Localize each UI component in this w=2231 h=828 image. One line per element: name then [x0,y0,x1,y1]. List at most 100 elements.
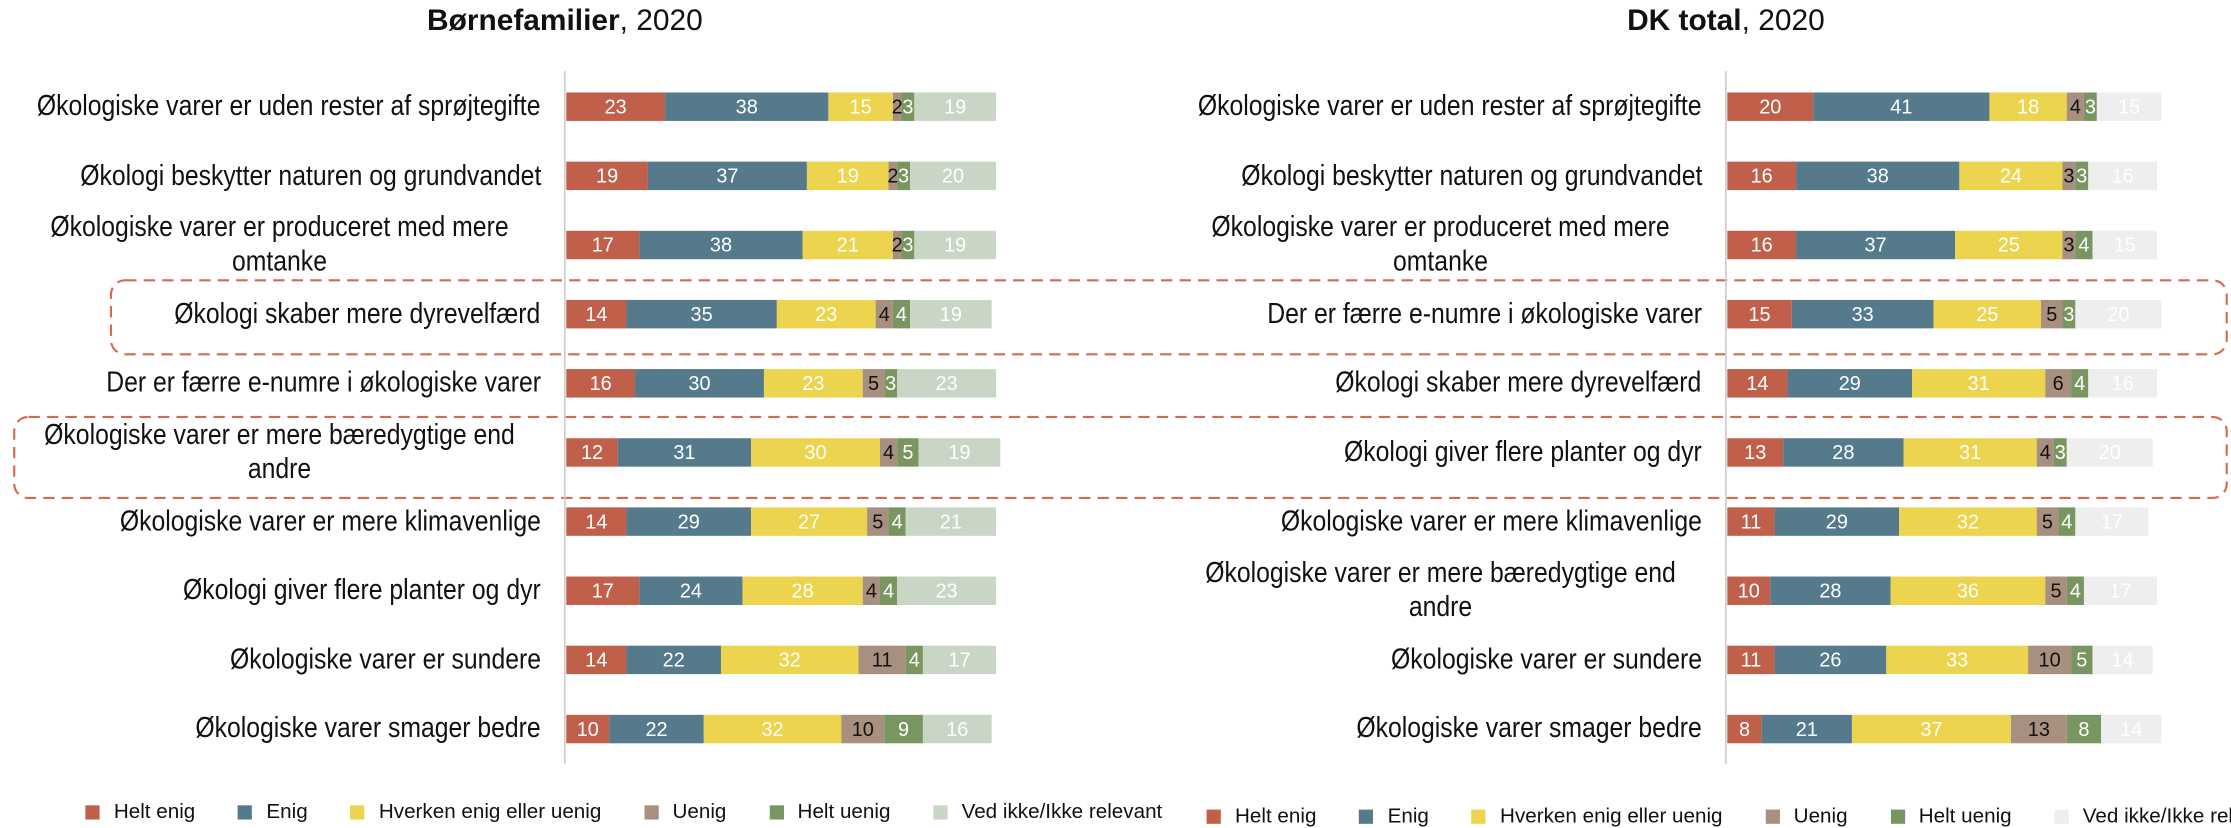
data-label: 33 [1852,304,1874,326]
data-label: 4 [866,580,877,602]
bar-segment [2096,92,2162,121]
legend-label: Ved ikke/Ikke relevant [2082,805,2231,828]
bar-segment [1989,92,2067,121]
bar-segment [884,369,898,398]
data-label: 31 [673,442,695,464]
data-label: 4 [2074,373,2085,395]
data-label: 31 [1968,373,1990,395]
data-label: 32 [761,719,783,741]
bar-segment [2071,369,2089,398]
legend-item: Enig [1359,805,1429,828]
data-label: 16 [1751,235,1773,257]
bar-segment [2075,161,2089,191]
data-label: 5 [2076,650,2087,672]
bar-segment [828,92,893,121]
bar-segment [2045,576,2067,605]
data-label: 10 [852,719,874,741]
bar-segment [635,369,764,398]
data-label: 17 [2109,580,2131,602]
data-label: 4 [2070,96,2081,118]
bar-segment [626,299,777,329]
bar-segment [1886,645,2029,675]
category-label: Økologiske varer er uden rester af sprøj… [1198,91,1702,123]
data-label: 19 [944,235,966,257]
bar-segment [901,92,915,121]
data-label: 14 [585,304,607,326]
legend-swatch [350,805,365,820]
bar-segment [1770,576,1891,605]
category-label: Økologiske varer smager bedre [1356,713,1702,745]
data-label: 6 [2053,373,2064,395]
data-label: 13 [2028,719,2050,741]
data-label: 20 [942,166,964,188]
bar-segment [892,92,902,121]
data-label: 24 [680,580,702,602]
data-label: 5 [2050,580,2061,602]
data-label: 32 [1957,511,1979,533]
data-label: 3 [2063,235,2074,257]
data-label: 41 [1890,96,1912,118]
bar-segment [566,438,618,467]
data-label: 5 [872,511,883,533]
bar-segment [2088,161,2158,191]
category-label-box: Økologi giver flere planter og dyr [962,435,1702,469]
data-label: 23 [935,373,957,395]
bar-segment [922,645,996,675]
bar-segment [1912,369,2046,398]
data-label: 3 [898,166,909,188]
data-label: 38 [710,235,732,257]
data-label: 4 [909,650,920,672]
category-label-box: Økologiske varer er produceret med mere … [0,211,541,279]
legend-item: Uenig [1765,805,1848,828]
highlight-box [13,415,2228,500]
bar-segment [609,714,704,744]
legend-item: Ved ikke/Ikke relevant [933,801,1162,824]
data-label: 11 [1741,650,1762,672]
data-label: 2 [892,96,903,118]
bar-segment [879,438,898,467]
data-label: 14 [1746,373,1768,395]
data-label: 19 [837,166,859,188]
data-label: 21 [940,511,962,533]
category-label-box: Økologi giver flere planter og dyr [0,574,541,608]
category-label-box: Økologiske varer er mere klimavenlige [0,505,541,539]
legend-swatch [933,805,948,820]
legend-item: Enig [237,801,308,824]
data-label: 21 [1796,719,1818,741]
bar-segment [1727,299,1792,329]
bar-segment [910,161,996,191]
bar-segment [802,230,893,260]
category-label-box: Økologiske varer er uden rester af sprøj… [0,90,541,124]
legend-item: Helt uenig [769,801,890,824]
bar-segment [1851,714,2011,744]
legend: Helt enig Enig Hverken enig eller uenig Uen… [1206,805,2231,828]
bar-segment [566,230,640,260]
data-label: 29 [1839,373,1861,395]
legend-swatch [85,805,100,820]
category-label-box: Økologi beskytter naturen og grundvandet [0,159,541,193]
data-label: 14 [585,650,607,672]
data-label: 11 [1741,511,1762,533]
category-label-box: Økologiske varer er sundere [962,643,1702,677]
category-label: Økologiske varer er produceret med mere … [1211,212,1670,278]
data-label: 17 [592,580,614,602]
bar-segment [2083,92,2097,121]
bar-segment [1955,230,2063,260]
bar-segment [914,230,996,260]
data-label: 8 [1739,719,1750,741]
category-label: Økologiske varer er mere bæredygtige end… [1205,558,1676,624]
bar-segment [914,92,996,121]
category-label: Økologiske varer er sundere [229,644,541,676]
legend-swatch [237,805,253,820]
bar-segment [1903,438,2037,467]
data-label: 4 [2040,442,2051,464]
legend-item: Uenig [644,801,726,824]
data-label: 15 [2118,96,2140,118]
data-label: 22 [645,719,667,741]
bar-segment [841,714,885,744]
data-label: 4 [2078,235,2089,257]
bar-segment [1774,645,1887,675]
bar-segment [905,645,923,675]
category-label: Økologi skaber mere dyrevelfærd [174,298,541,330]
data-label: 17 [592,235,614,257]
